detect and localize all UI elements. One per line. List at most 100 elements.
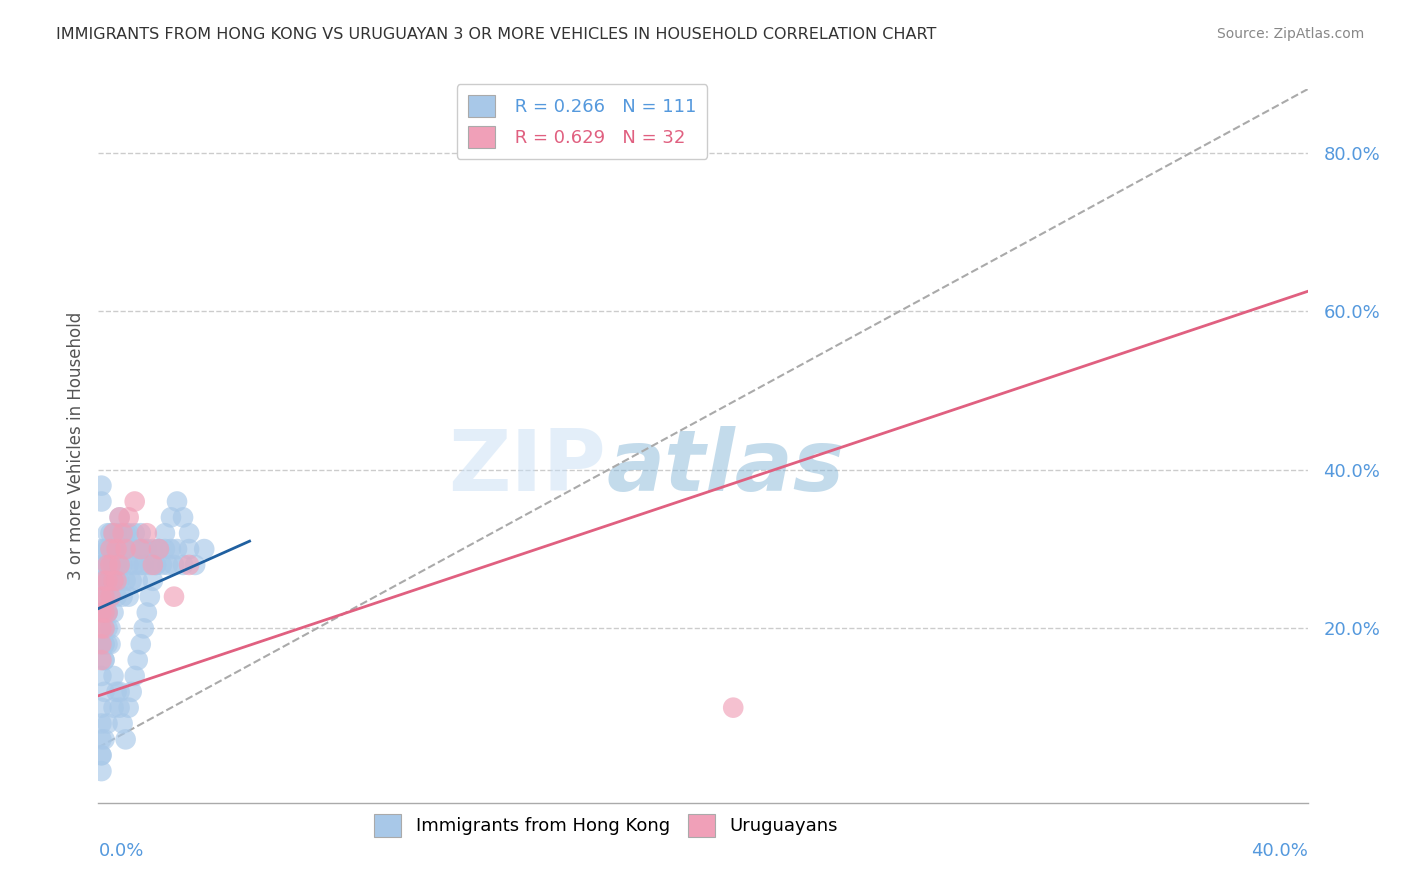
Point [108, 510, 131, 524]
Point [145, 558, 167, 572]
Point [124, 494, 146, 508]
Point [111, 526, 134, 541]
Point [93, 621, 115, 635]
Point [111, 590, 134, 604]
Text: IMMIGRANTS FROM HONG KONG VS URUGUAYAN 3 OR MORE VEHICLES IN HOUSEHOLD CORRELATI: IMMIGRANTS FROM HONG KONG VS URUGUAYAN 3… [56, 27, 936, 42]
Point [90, 732, 112, 747]
Point [100, 558, 122, 572]
Point [153, 526, 176, 541]
Point [135, 526, 157, 541]
Point [105, 526, 128, 541]
Point [150, 558, 173, 572]
Point [103, 526, 125, 541]
Point [156, 558, 179, 572]
Point [108, 685, 131, 699]
Point [160, 510, 183, 524]
Point [723, 700, 745, 714]
Point [90, 606, 112, 620]
Point [172, 558, 194, 572]
Point [118, 700, 141, 714]
Point [93, 558, 115, 572]
Point [93, 590, 115, 604]
Point [121, 574, 143, 588]
Point [90, 748, 112, 763]
Point [103, 558, 125, 572]
Point [93, 574, 115, 588]
Point [90, 748, 112, 763]
Point [90, 494, 112, 508]
Point [90, 637, 112, 651]
Point [142, 542, 165, 557]
Point [96, 637, 118, 651]
Point [118, 526, 141, 541]
Point [129, 558, 152, 572]
Point [160, 542, 183, 557]
Point [90, 700, 112, 714]
Point [103, 669, 125, 683]
Point [90, 637, 112, 651]
Point [129, 637, 152, 651]
Point [139, 558, 162, 572]
Point [100, 621, 122, 635]
Point [105, 574, 128, 588]
Point [96, 542, 118, 557]
Point [108, 510, 131, 524]
Point [111, 558, 134, 572]
Point [96, 606, 118, 620]
Point [105, 542, 128, 557]
Point [105, 558, 128, 572]
Point [179, 542, 201, 557]
Point [184, 558, 207, 572]
Point [90, 669, 112, 683]
Point [114, 732, 136, 747]
Point [135, 606, 157, 620]
Point [100, 574, 122, 588]
Point [127, 574, 149, 588]
Point [96, 574, 118, 588]
Point [100, 590, 122, 604]
Point [93, 606, 115, 620]
Point [93, 574, 115, 588]
Point [132, 558, 155, 572]
Text: 40.0%: 40.0% [1251, 842, 1308, 860]
Point [96, 590, 118, 604]
Point [148, 542, 170, 557]
Point [93, 590, 115, 604]
Point [105, 685, 128, 699]
Point [90, 764, 112, 778]
Point [90, 558, 112, 572]
Point [90, 574, 112, 588]
Point [121, 685, 143, 699]
Point [135, 542, 157, 557]
Point [103, 574, 125, 588]
Point [96, 526, 118, 541]
Point [90, 653, 112, 667]
Legend: Immigrants from Hong Kong, Uruguayans: Immigrants from Hong Kong, Uruguayans [367, 807, 845, 844]
Point [90, 716, 112, 731]
Point [163, 590, 186, 604]
Point [118, 590, 141, 604]
Point [93, 621, 115, 635]
Point [193, 542, 215, 557]
Text: Source: ZipAtlas.com: Source: ZipAtlas.com [1216, 27, 1364, 41]
Point [179, 526, 201, 541]
Point [96, 606, 118, 620]
Point [111, 716, 134, 731]
Point [96, 621, 118, 635]
Point [153, 542, 176, 557]
Point [93, 685, 115, 699]
Point [103, 574, 125, 588]
Point [163, 558, 186, 572]
Point [148, 542, 170, 557]
Point [142, 574, 165, 588]
Point [105, 590, 128, 604]
Point [96, 558, 118, 572]
Point [108, 558, 131, 572]
Point [93, 653, 115, 667]
Point [172, 510, 194, 524]
Point [93, 606, 115, 620]
Point [100, 558, 122, 572]
Text: atlas: atlas [606, 425, 845, 509]
Point [93, 637, 115, 651]
Point [93, 542, 115, 557]
